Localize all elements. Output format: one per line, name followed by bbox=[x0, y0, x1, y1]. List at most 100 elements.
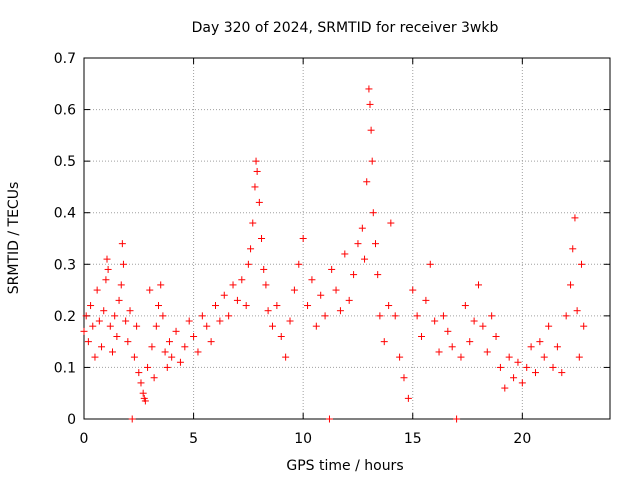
data-point bbox=[146, 286, 154, 294]
data-point bbox=[144, 363, 152, 371]
data-point bbox=[358, 224, 366, 232]
data-point bbox=[400, 374, 408, 382]
data-point bbox=[258, 235, 266, 242]
data-point bbox=[203, 322, 211, 330]
data-point bbox=[325, 415, 333, 423]
data-point bbox=[82, 312, 90, 320]
data-point bbox=[492, 332, 500, 340]
data-point bbox=[488, 312, 496, 320]
data-point bbox=[578, 260, 586, 268]
y-tick-label: 0 bbox=[67, 412, 76, 428]
data-point bbox=[444, 327, 452, 335]
data-point bbox=[135, 369, 143, 377]
data-point bbox=[161, 348, 169, 356]
data-point bbox=[431, 317, 439, 325]
data-point bbox=[448, 343, 456, 351]
data-point bbox=[273, 302, 281, 310]
data-point bbox=[124, 338, 132, 346]
data-point bbox=[531, 369, 539, 377]
data-point bbox=[418, 332, 426, 340]
data-point bbox=[91, 353, 99, 361]
data-point bbox=[286, 317, 294, 325]
data-point bbox=[580, 322, 588, 330]
data-point bbox=[387, 219, 395, 227]
data-point bbox=[139, 389, 147, 397]
data-point bbox=[312, 322, 320, 330]
data-point bbox=[385, 302, 393, 310]
data-point bbox=[404, 394, 412, 402]
data-point bbox=[152, 322, 160, 330]
data-point bbox=[295, 260, 303, 268]
data-point bbox=[126, 307, 134, 315]
data-point bbox=[466, 338, 474, 346]
data-point bbox=[141, 397, 149, 405]
data-point bbox=[299, 235, 307, 242]
data-point bbox=[130, 353, 138, 361]
data-point bbox=[115, 296, 123, 304]
data-point bbox=[157, 281, 165, 289]
data-point bbox=[549, 363, 557, 371]
data-point bbox=[341, 250, 349, 258]
data-point bbox=[181, 343, 189, 351]
data-point bbox=[98, 343, 106, 351]
data-point bbox=[435, 348, 443, 356]
x-tick-label: 20 bbox=[513, 431, 531, 447]
data-point bbox=[479, 322, 487, 330]
data-point bbox=[260, 265, 268, 273]
data-point bbox=[304, 302, 312, 310]
data-point bbox=[172, 327, 180, 335]
data-point bbox=[194, 348, 202, 356]
data-point bbox=[365, 85, 373, 93]
data-point bbox=[536, 338, 544, 346]
axis-ticks: 0 0.1 0.2 0.3 0.4 0.5 0.6 0.7 0 5 10 15 20 bbox=[54, 51, 610, 447]
data-point bbox=[159, 312, 167, 320]
data-point bbox=[148, 343, 156, 351]
data-point bbox=[163, 363, 171, 371]
data-point bbox=[527, 343, 535, 351]
data-point bbox=[252, 157, 260, 165]
plot-frame bbox=[83, 57, 611, 420]
data-point bbox=[185, 317, 193, 325]
data-point bbox=[332, 286, 340, 294]
data-point bbox=[366, 100, 374, 108]
data-point bbox=[207, 338, 215, 346]
data-point bbox=[251, 183, 259, 191]
data-point bbox=[371, 240, 379, 248]
data-point bbox=[111, 312, 119, 320]
data-point bbox=[244, 260, 252, 268]
y-tick-label: 0.6 bbox=[54, 103, 76, 119]
data-point bbox=[122, 317, 130, 325]
data-point bbox=[264, 307, 272, 315]
data-point bbox=[518, 379, 526, 387]
data-point bbox=[282, 353, 290, 361]
data-point bbox=[108, 348, 116, 356]
data-point bbox=[461, 302, 469, 310]
x-tick-label: 15 bbox=[404, 431, 422, 447]
data-point bbox=[150, 374, 158, 382]
data-point bbox=[475, 281, 482, 289]
y-tick-label: 0.5 bbox=[54, 154, 76, 170]
data-point bbox=[501, 384, 509, 392]
data-point bbox=[212, 302, 219, 310]
data-point bbox=[247, 245, 255, 253]
data-point bbox=[93, 286, 101, 294]
data-point bbox=[569, 245, 577, 253]
data-point bbox=[176, 358, 184, 366]
data-point bbox=[242, 302, 250, 310]
data-point bbox=[80, 327, 88, 335]
data-point bbox=[453, 415, 461, 423]
data-point bbox=[413, 312, 421, 320]
data-points bbox=[80, 85, 588, 423]
data-point bbox=[87, 302, 95, 310]
data-point bbox=[106, 322, 114, 330]
data-point bbox=[361, 255, 369, 263]
data-point bbox=[422, 296, 430, 304]
y-tick-label: 0.4 bbox=[54, 206, 76, 222]
data-point bbox=[391, 312, 399, 320]
data-point bbox=[262, 281, 270, 289]
y-axis-label: SRMTID / TECUs bbox=[6, 182, 22, 295]
data-point bbox=[514, 358, 522, 366]
data-point bbox=[350, 271, 358, 279]
data-point bbox=[268, 322, 276, 330]
